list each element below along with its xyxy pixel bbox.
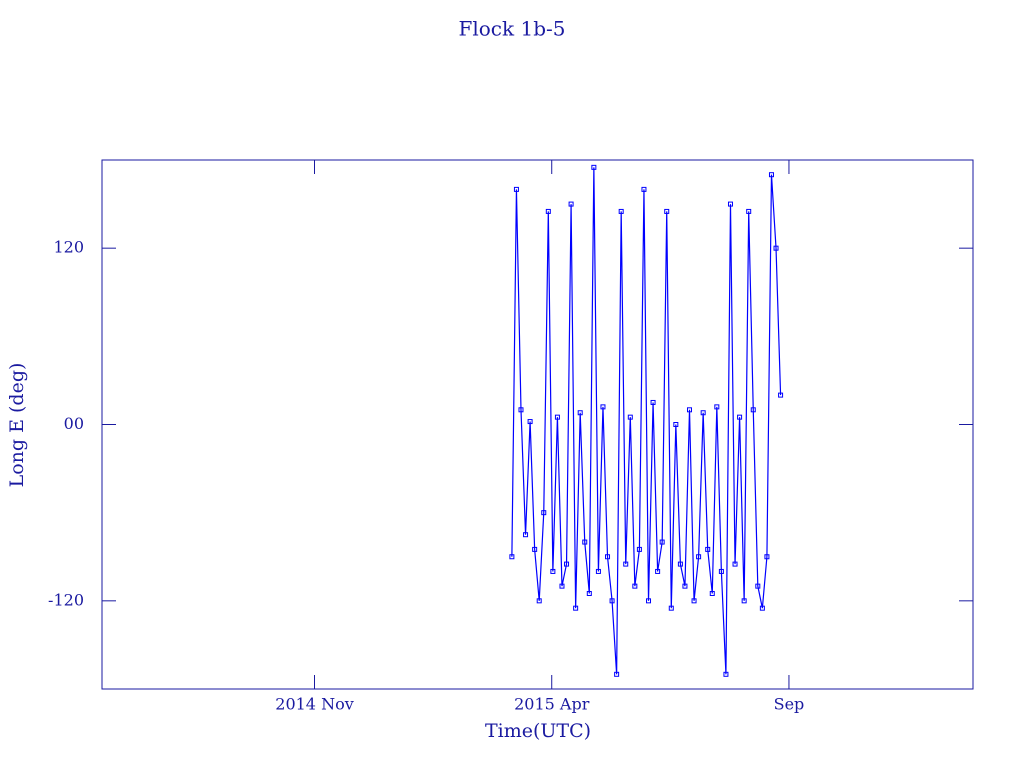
data-point [737,414,743,420]
y-axis-label: Long E (deg) [6,363,28,488]
data-point [759,605,765,611]
data-point [682,583,688,589]
data-point [568,201,574,207]
data-point [768,172,774,178]
data-point [600,404,606,410]
plot-frame [101,159,974,690]
data-point [554,414,560,420]
x-axis-label: Time(UTC) [485,720,591,742]
data-point [636,546,642,552]
data-point [700,410,706,416]
data-point [523,532,529,538]
data-point [746,208,752,214]
x-tick-label: 2014 Nov [275,695,353,714]
data-point [513,186,519,192]
data-point [573,605,579,611]
data-point [509,554,515,560]
data-point [741,598,747,604]
y-tick-label: 120 [53,238,84,257]
data-point [773,245,779,251]
data-point [595,568,601,574]
data-point [709,590,715,596]
data-point [646,598,652,604]
data-point [664,208,670,214]
data-point [691,598,697,604]
data-point [778,392,784,398]
data-point [673,422,679,427]
data-point [755,583,761,589]
data-point [545,208,551,214]
data-point [536,598,542,604]
data-point [586,590,592,596]
data-line [511,167,782,675]
chart-title: Flock 1b-5 [458,17,565,41]
data-point [582,539,588,545]
data-point [559,583,565,589]
data-point [718,568,724,574]
data-point [541,510,547,516]
data-point [623,561,629,567]
data-point [614,671,620,677]
data-point [641,186,647,192]
data-point [591,164,597,170]
data-point [764,554,770,560]
data-point [668,605,674,611]
data-point [677,561,683,567]
data-point [550,568,556,574]
data-point [564,561,570,567]
data-point [532,546,538,552]
data-point [527,419,533,425]
data-point [518,407,524,413]
data-point [632,583,638,589]
data-point [732,561,738,567]
x-tick-label: Sep [774,695,805,714]
data-point [723,671,729,677]
data-point [659,539,665,545]
data-point [577,410,583,416]
data-point [650,399,656,405]
data-point [750,407,756,413]
data-point [705,546,711,552]
data-point [609,598,615,604]
y-tick-label: 00 [64,414,84,433]
data-point [727,201,733,207]
data-point [655,568,661,574]
data-point [627,414,633,420]
data-point [618,208,624,214]
x-tick-label: 2015 Apr [514,695,590,714]
data-point [686,407,692,413]
data-point [714,404,720,410]
data-point [605,554,611,560]
y-tick-label: -120 [48,590,84,609]
data-point [696,554,702,560]
